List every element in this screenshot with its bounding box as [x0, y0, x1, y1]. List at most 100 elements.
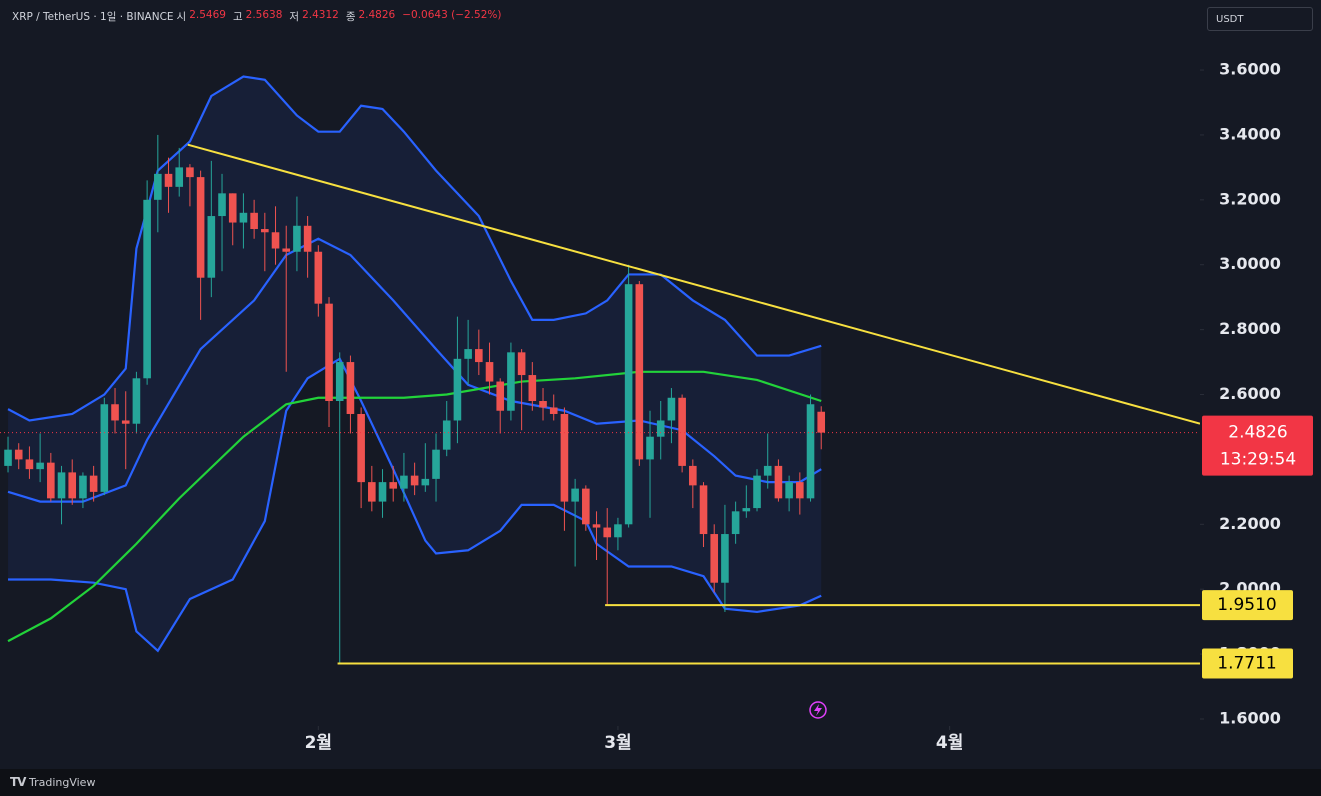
- candle-body: [442, 420, 451, 450]
- candle-body: [239, 212, 248, 223]
- x-tick-label: 3월: [604, 733, 631, 753]
- countdown: 13:29:54: [1220, 450, 1296, 470]
- candle-body: [656, 420, 665, 437]
- ohlc-value: 2.4312: [302, 9, 339, 21]
- candle-body: [357, 413, 365, 483]
- candle-body: [378, 482, 387, 502]
- candle-body: [368, 482, 376, 502]
- candle-body: [143, 199, 151, 379]
- candle-body: [475, 349, 483, 363]
- candle-body: [282, 248, 291, 252]
- candle-body: [293, 225, 301, 252]
- candle-body: [774, 465, 783, 499]
- ohlc-value: 2.5469: [189, 9, 226, 21]
- x-tick-label: 2월: [305, 733, 332, 753]
- background: [0, 0, 1321, 769]
- alert-icon-bolt: [814, 704, 822, 716]
- ohlc-label: 저: [289, 11, 300, 23]
- y-tick-label: 2.2000: [1219, 514, 1281, 533]
- y-tick-label: 3.6000: [1219, 60, 1281, 79]
- y-tick-label: 1.6000: [1219, 708, 1281, 727]
- candle-body: [325, 303, 333, 402]
- candle-body: [261, 229, 269, 233]
- ohlc-label: 종: [345, 11, 356, 23]
- candle-body: [635, 284, 644, 460]
- candle-body: [196, 177, 205, 278]
- candle-body: [710, 534, 719, 583]
- candle-body: [89, 475, 98, 492]
- x-tick-label: 4월: [936, 733, 963, 753]
- candle-body: [132, 378, 141, 424]
- candle-body: [57, 472, 66, 499]
- level-label: 1.9510: [1217, 595, 1276, 615]
- candle-body: [603, 527, 612, 538]
- candle-body: [528, 375, 537, 402]
- candle-body: [817, 411, 826, 433]
- candle-body: [592, 524, 601, 528]
- candle-body: [303, 225, 312, 252]
- candle-body: [742, 508, 751, 512]
- symbol-title: XRP / TetherUS · 1일 · BINANCE: [12, 11, 174, 23]
- candle-body: [111, 404, 119, 421]
- level-box: [1202, 590, 1293, 621]
- candle-body: [175, 167, 184, 187]
- candle-body: [571, 488, 579, 502]
- candle-body: [410, 475, 419, 486]
- last-price-label: 2.4826: [1228, 423, 1287, 443]
- footer: TV TradingView: [0, 769, 1321, 796]
- candle-body: [14, 449, 23, 460]
- y-tick-label: 3.0000: [1219, 254, 1281, 273]
- y-tick-label: 2.8000: [1219, 319, 1281, 338]
- currency-selector[interactable]: USDT: [1207, 7, 1313, 31]
- y-tick-label: 3.4000: [1219, 124, 1281, 143]
- candle-body: [699, 485, 708, 535]
- ohlc-label: 고: [232, 11, 243, 23]
- candle-body: [79, 475, 87, 499]
- candle-body: [218, 193, 226, 217]
- candle-body: [228, 193, 237, 223]
- candle-body: [271, 232, 280, 249]
- candle-body: [485, 362, 494, 382]
- trendline: [187, 143, 1200, 425]
- ohlc-value: 2.5638: [245, 9, 283, 21]
- candle-body: [753, 475, 761, 509]
- candle-body: [207, 216, 216, 278]
- candle-body: [646, 436, 654, 460]
- ohlc-label: 시: [176, 11, 187, 23]
- candle-body: [400, 475, 408, 489]
- alert-icon[interactable]: [809, 701, 827, 719]
- candle-body: [121, 420, 130, 424]
- brand: TradingView: [28, 776, 96, 789]
- candle-body: [731, 511, 740, 535]
- candle-body: [389, 482, 398, 489]
- plot-area: [0, 75, 1200, 665]
- candle-body: [560, 413, 569, 502]
- candle-body: [68, 472, 77, 499]
- candle-body: [47, 462, 55, 499]
- candle-body: [432, 449, 440, 479]
- y-tick-label: 3.2000: [1219, 189, 1281, 208]
- candle-body: [464, 349, 472, 359]
- axes: 3.6000 3.4000 3.2000 3.0000 2.8000 2.6000 2.20…: [305, 60, 1313, 753]
- candle-body: [507, 352, 515, 411]
- candle-body: [667, 397, 676, 421]
- candle-body: [517, 352, 526, 376]
- candle-body: [582, 488, 590, 525]
- indicator-line: [8, 357, 822, 653]
- candle-body: [36, 462, 44, 470]
- y-tick-label: 2.6000: [1219, 384, 1281, 403]
- candle-body: [539, 401, 547, 408]
- candle-body: [100, 404, 109, 492]
- candle-body: [624, 284, 633, 525]
- candle-body: [806, 404, 815, 499]
- candle-body: [421, 478, 430, 486]
- candle-body: [763, 465, 772, 476]
- candle-body: [496, 381, 505, 411]
- candle-body: [250, 212, 258, 230]
- candle-body: [785, 482, 793, 499]
- candle-body: [164, 173, 173, 187]
- candle-body: [549, 407, 558, 414]
